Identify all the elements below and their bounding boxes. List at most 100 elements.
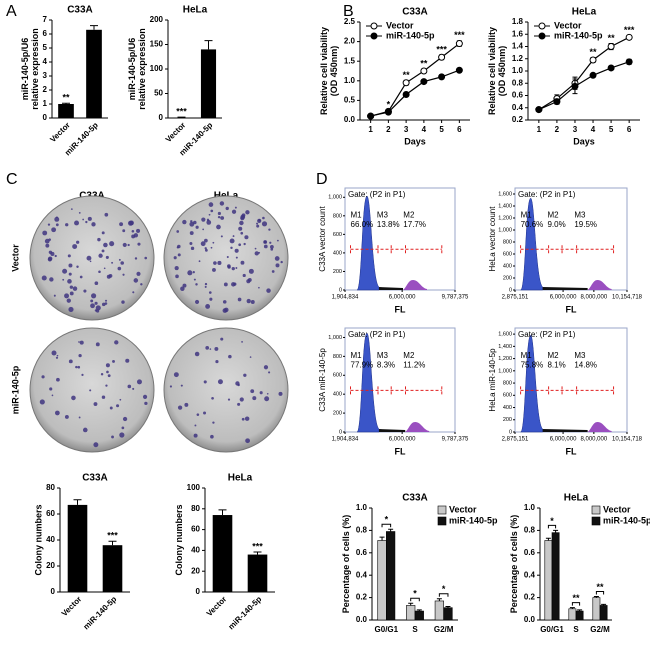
significance: * xyxy=(550,516,554,526)
y-tick-label: 0.6 xyxy=(512,91,524,100)
colony xyxy=(206,218,210,222)
colony xyxy=(131,229,135,233)
colony xyxy=(85,220,88,224)
x-tick-label: 9,787,375 xyxy=(442,295,469,301)
colony xyxy=(116,404,120,408)
colony xyxy=(215,360,219,364)
significance: ** xyxy=(590,47,598,57)
y-tick-label: 0 xyxy=(51,587,56,596)
y-tick-label: 400 xyxy=(503,405,512,411)
x-tick-label: 9,787,375 xyxy=(442,437,469,443)
y-tick-label: 1,000 xyxy=(328,195,342,201)
colony xyxy=(89,389,92,392)
x-tick-label: 1 xyxy=(537,125,542,134)
significance: ** xyxy=(608,33,616,43)
bracket xyxy=(571,602,581,606)
colony xyxy=(220,216,225,220)
colony xyxy=(262,216,265,220)
bar xyxy=(247,554,268,592)
colony xyxy=(103,267,106,270)
bar xyxy=(414,610,424,621)
colony xyxy=(222,308,228,313)
colony xyxy=(246,298,251,304)
y-tick-label: 20 xyxy=(191,566,200,575)
legend-label: Vector xyxy=(603,504,631,514)
y-tick-label: 1,600 xyxy=(498,191,512,197)
significance: *** xyxy=(436,44,447,54)
colony xyxy=(243,242,246,246)
legend-swatch xyxy=(591,505,601,515)
bar xyxy=(386,531,396,621)
y-tick-label: 800 xyxy=(333,213,342,219)
colony xyxy=(127,243,130,247)
error-bar xyxy=(545,537,551,541)
colony xyxy=(71,395,76,401)
y-tick-label: 0.5 xyxy=(344,96,356,105)
y-tick-label: 40 xyxy=(46,535,55,544)
y-tick-label: 1.2 xyxy=(512,54,524,63)
x-tick-label: 2,875,151 xyxy=(502,295,529,301)
colony xyxy=(70,208,73,210)
colony xyxy=(231,209,237,214)
x-tick-label: 1,904,834 xyxy=(332,295,359,301)
colony xyxy=(208,213,211,216)
colony xyxy=(111,435,114,439)
x-tick-label: G2/M xyxy=(590,625,610,634)
y-tick-label: 1,200 xyxy=(498,356,512,362)
colony xyxy=(216,224,221,230)
colony xyxy=(54,410,60,416)
significance: ** xyxy=(596,582,604,592)
y-tick-label: 6 xyxy=(43,29,48,38)
y-tick-label: 0.6 xyxy=(356,548,368,557)
s-phase xyxy=(542,287,588,290)
marker xyxy=(589,71,597,79)
significance: *** xyxy=(252,541,263,551)
y-axis-label: Percentage of cells (%) xyxy=(509,515,519,614)
colony xyxy=(210,246,213,249)
x-tick-label: 1 xyxy=(368,125,373,134)
y-tick-label: 1.5 xyxy=(344,56,356,65)
gate-percent: 66.0% xyxy=(351,220,374,229)
significance: * xyxy=(387,100,391,110)
x-tick-label: 6,000,000 xyxy=(389,437,416,443)
y-tick-label: 0.0 xyxy=(344,115,356,124)
y-tick-label: 0.4 xyxy=(356,570,368,579)
y-tick-label: 40 xyxy=(191,546,200,555)
colony xyxy=(177,405,183,410)
colony xyxy=(91,222,96,227)
colony xyxy=(69,285,74,289)
colony xyxy=(233,282,237,286)
colony xyxy=(94,309,98,312)
y-axis-label: Colony numbers xyxy=(174,504,184,575)
colony xyxy=(208,291,212,294)
colony xyxy=(78,416,81,419)
y-tick-label: 5 xyxy=(43,43,48,52)
colony xyxy=(274,256,280,261)
g1-peak xyxy=(356,195,380,291)
colony xyxy=(127,220,134,226)
error-bar xyxy=(108,540,117,546)
colony xyxy=(238,243,242,247)
colony xyxy=(45,243,50,248)
colony xyxy=(193,278,196,281)
y-tick-label: 1,400 xyxy=(498,344,512,350)
y-tick-label: 0 xyxy=(509,429,512,435)
legend-label: miR-140-5p xyxy=(386,30,435,40)
colony xyxy=(263,240,268,244)
colony xyxy=(104,299,108,302)
colony xyxy=(227,398,231,401)
marker xyxy=(589,56,597,64)
significance: *** xyxy=(176,106,187,116)
y-tick-label: 0.8 xyxy=(512,78,524,87)
legend-label: miR-140-5p xyxy=(554,30,603,40)
colony xyxy=(219,201,225,206)
colony xyxy=(91,293,97,299)
colony xyxy=(109,241,115,247)
colony xyxy=(76,240,80,244)
colony xyxy=(189,241,193,245)
gate-name: M3 xyxy=(377,351,389,360)
colony xyxy=(220,337,224,341)
colony xyxy=(67,279,72,284)
colony xyxy=(176,246,179,249)
gate-percent: 77.9% xyxy=(351,361,374,370)
